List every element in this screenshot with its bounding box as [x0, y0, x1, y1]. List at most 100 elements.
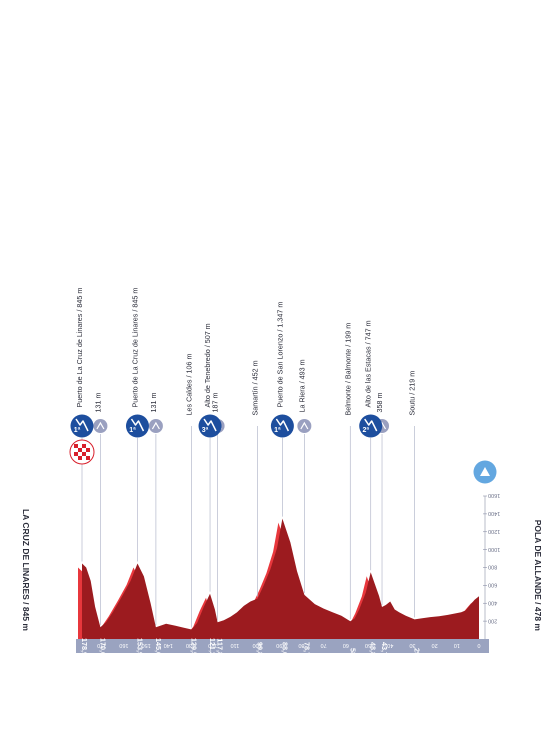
sprint-marker-circle [148, 419, 163, 433]
km-tick-label: 50 [365, 642, 371, 648]
climb-marker-circle [359, 414, 383, 438]
km-tick-label: 20 [432, 642, 438, 648]
sprint-icon [300, 421, 309, 430]
annotation-label: La Riera / 493 m [297, 359, 306, 412]
climb-category: 1ª [129, 427, 136, 434]
climb-marker-circle [125, 414, 149, 438]
mountain-icon [203, 418, 217, 432]
climb-category: 1ª [74, 427, 81, 434]
finish-flag-check [82, 452, 86, 456]
annotation-label: 358 m [375, 393, 384, 413]
sprint-marker-circle [297, 419, 312, 433]
annotation-label: Puerto de La Cruz de Linares / 845 m [75, 288, 84, 408]
km-tick-label: 100 [252, 642, 261, 648]
climb-category: 2ª [362, 427, 369, 434]
mountain-icon [75, 418, 89, 432]
sprint-marker-circle [93, 419, 108, 433]
km-tick-label: 170 [97, 642, 106, 648]
annotation-label: Les Caldes / 106 m [185, 354, 194, 416]
elevation-tick-label: 1200 [488, 528, 500, 534]
annotation-label: Puerto de La Cruz de Linares / 845 m [130, 288, 139, 408]
marked-km-label: 178,9 [80, 638, 89, 656]
start-icon [473, 460, 497, 484]
mountain-icon [130, 418, 145, 432]
elevation-tick-label: 1600 [488, 492, 500, 498]
climb-category: 3ª [202, 427, 209, 434]
annotation-label: Alto de las Estacas / 747 m [364, 320, 373, 407]
sprint-icon [96, 421, 105, 430]
marked-km-label: 58 [348, 648, 357, 656]
marked-km-label: 170,6 [98, 638, 107, 656]
km-tick-label: 40 [387, 642, 393, 648]
elevation-tick-label: 1000 [488, 546, 500, 552]
km-tick-label: 80 [298, 642, 304, 648]
km-tick-label: 90 [276, 642, 282, 648]
km-ticks: 0 10 20 30 40 50 60 70 80 90 100 110 120 130 140 150 160… [97, 642, 480, 648]
km-tick-label: 10 [454, 642, 460, 648]
start-triangle-icon [480, 467, 490, 476]
elevation-tick-label: 600 [488, 582, 497, 588]
marked-km-label: 43,7 [380, 642, 389, 656]
sprint-icon [151, 421, 160, 430]
elevation-tick-label: 200 [488, 617, 497, 623]
climb-marker-circle [198, 414, 222, 438]
marked-km-label: 121,2 [208, 638, 217, 656]
marked-km-label: 48,8 [369, 642, 378, 656]
marked-km-label: 78,7 [302, 642, 311, 656]
km-axis-band [76, 639, 489, 653]
finish-flag-check [86, 448, 90, 452]
marked-km-label: 153,9 [135, 638, 144, 656]
finish-flag-check [82, 444, 86, 448]
km-tick-label: 130 [186, 642, 195, 648]
start-finish: POLA DE ALLANDE / 478 m LA CRUZ DE LINAR… [21, 460, 543, 648]
axis-group: 200 400 600 800 1000 1200 1400 1600 0 10 20 30 40 50… [76, 492, 500, 653]
marked-km-label: 145,6 [154, 638, 163, 656]
km-tick-label: 60 [343, 642, 349, 648]
km-tick-label: 110 [231, 642, 240, 648]
annotation-label: 131 m [93, 393, 102, 413]
annotation-label: Samartín / 452 m [251, 360, 260, 415]
mountain-icon [364, 418, 378, 432]
marked-km-label: 117,8 [216, 638, 225, 656]
annotation-label: Puerto de San Lorenzo / 1.347 m [275, 302, 284, 408]
marked-km-label: 88,6 [280, 642, 289, 656]
profile-area [82, 518, 479, 639]
elevation-tick-label: 400 [488, 599, 497, 605]
km-tick-label: 70 [321, 642, 327, 648]
finish-flag-check [78, 448, 82, 452]
annotation-label: 131 m [149, 393, 158, 413]
annotation-label: Soutu / 219 m [408, 371, 417, 416]
marked-km-label: 29 [413, 648, 422, 656]
marked-km-values: 2943,748,85878,788,699,8117,8121,2129,51… [80, 638, 422, 656]
finish-flag-check [74, 444, 78, 448]
finish-flag-check [74, 452, 78, 456]
start-label: POLA DE ALLANDE / 478 m [533, 520, 543, 632]
annotation-label: Belmonte / Balmonte / 199 m [343, 323, 352, 416]
km-tick-label: 120 [208, 642, 217, 648]
mountain-icon [275, 418, 290, 432]
climb-category: 1ª [274, 427, 281, 434]
finish-label: LA CRUZ DE LINARES / 845 m [21, 509, 31, 631]
climb-marker-circle [270, 414, 294, 438]
km-tick-label: 0 [477, 642, 480, 648]
annotation-markers: 2ª 1ª 3ª 1ª 1ª [69, 414, 390, 465]
climb-marker-circle [70, 414, 94, 438]
km-tick-label: 160 [119, 642, 128, 648]
elevation-tick-label: 1400 [488, 510, 500, 516]
km-tick-label: 30 [409, 642, 415, 648]
annotation-label: Alto de Tenebredo / 507 m [203, 323, 212, 407]
profile-group [78, 518, 479, 639]
km-tick-label: 140 [164, 642, 173, 648]
marked-km-label: 99,8 [256, 642, 265, 656]
km-tick-label: 150 [142, 642, 151, 648]
annotation-label: 187 m [211, 393, 220, 413]
finish-flag-check [78, 456, 82, 460]
elevation-tick-label: 800 [488, 564, 497, 570]
finish-flag-check [86, 456, 90, 460]
marked-km-label: 129,5 [190, 638, 199, 656]
km-unit-label: km [489, 642, 497, 648]
elevation-ticks: 200 400 600 800 1000 1200 1400 1600 [483, 492, 500, 639]
annotation-leaders [81, 426, 415, 628]
